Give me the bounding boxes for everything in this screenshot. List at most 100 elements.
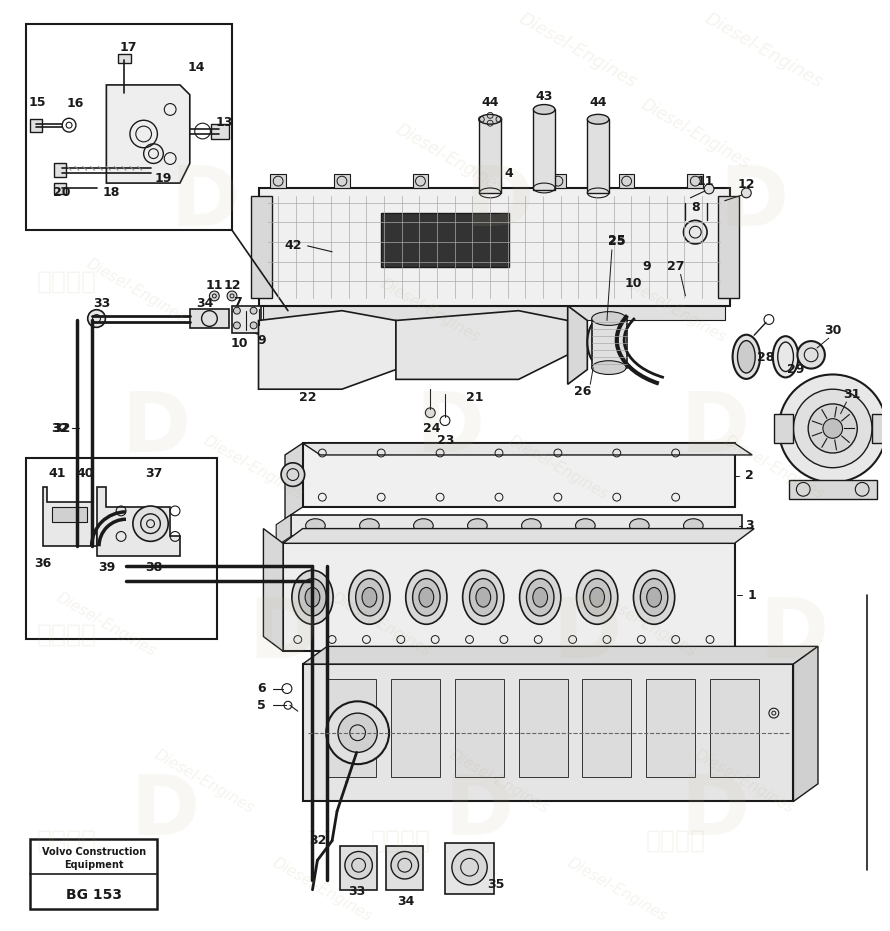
Bar [271, 174, 286, 188]
Text: Diesel-Engines: Diesel-Engines [692, 748, 797, 816]
Ellipse shape [590, 587, 604, 607]
Text: 紫发动力: 紫发动力 [37, 623, 97, 647]
Circle shape [227, 291, 237, 301]
Ellipse shape [470, 579, 497, 616]
Text: D: D [416, 388, 484, 469]
Bar [710, 679, 759, 776]
Circle shape [338, 713, 377, 752]
Text: 17: 17 [119, 41, 137, 54]
Circle shape [281, 463, 304, 486]
Bar [54, 164, 66, 177]
Ellipse shape [467, 519, 487, 533]
Circle shape [345, 852, 372, 879]
Text: Diesel-Engines: Diesel-Engines [564, 856, 669, 924]
Circle shape [425, 408, 435, 418]
Polygon shape [96, 487, 180, 556]
Circle shape [704, 184, 714, 194]
Bar [303, 664, 794, 802]
Text: 27: 27 [667, 260, 684, 273]
Text: 35: 35 [488, 878, 505, 891]
Text: 22: 22 [299, 390, 316, 403]
Polygon shape [396, 311, 568, 380]
Ellipse shape [584, 579, 611, 616]
Bar [381, 212, 509, 266]
Text: D: D [759, 594, 828, 675]
Ellipse shape [305, 519, 325, 533]
Bar [334, 174, 350, 188]
Ellipse shape [576, 519, 595, 533]
Ellipse shape [305, 587, 320, 607]
Text: Diesel-Engines: Diesel-Engines [84, 256, 189, 326]
Polygon shape [303, 443, 752, 455]
Circle shape [250, 307, 257, 314]
Text: 2: 2 [745, 469, 754, 482]
Ellipse shape [406, 571, 447, 625]
Text: D: D [720, 162, 789, 243]
Ellipse shape [527, 579, 554, 616]
Text: 43: 43 [536, 90, 553, 103]
Bar [687, 174, 703, 188]
Text: 紫发动力: 紫发动力 [37, 829, 97, 853]
Text: 41: 41 [49, 467, 66, 480]
Bar [263, 305, 724, 320]
Text: D: D [121, 388, 190, 469]
Text: 11: 11 [696, 175, 714, 188]
Ellipse shape [480, 115, 501, 124]
Ellipse shape [732, 335, 760, 379]
Text: 32: 32 [53, 422, 71, 435]
Circle shape [327, 701, 389, 764]
Text: 12: 12 [223, 278, 241, 291]
Bar [587, 119, 609, 193]
Text: D: D [248, 594, 318, 675]
Bar [480, 119, 501, 193]
Text: 36: 36 [34, 558, 52, 571]
Circle shape [684, 221, 707, 244]
Circle shape [233, 307, 240, 314]
Text: D: D [680, 771, 749, 852]
Polygon shape [276, 515, 291, 546]
Ellipse shape [587, 115, 609, 124]
Text: 26: 26 [574, 385, 591, 398]
Circle shape [391, 852, 418, 879]
Text: 紫发动力: 紫发动力 [371, 829, 431, 853]
Text: 31: 31 [844, 387, 861, 400]
Ellipse shape [684, 519, 703, 533]
Bar [29, 119, 42, 132]
Polygon shape [285, 443, 303, 519]
Circle shape [779, 374, 886, 482]
Circle shape [823, 419, 843, 439]
Text: Equipment: Equipment [64, 860, 124, 870]
Ellipse shape [738, 341, 756, 373]
Polygon shape [283, 529, 754, 544]
Bar [718, 196, 740, 298]
Text: Diesel-Engines: Diesel-Engines [623, 276, 728, 345]
Ellipse shape [299, 579, 327, 616]
Bar [118, 53, 131, 63]
Bar [789, 479, 877, 499]
Text: 10: 10 [625, 277, 643, 290]
Ellipse shape [592, 312, 626, 326]
Text: Volvo Construction: Volvo Construction [42, 847, 146, 857]
Ellipse shape [592, 323, 611, 360]
Text: 38: 38 [145, 561, 162, 574]
Ellipse shape [356, 579, 384, 616]
Polygon shape [568, 305, 587, 385]
Ellipse shape [587, 317, 617, 367]
Bar [773, 413, 794, 443]
Text: 14: 14 [188, 61, 206, 74]
Text: 32: 32 [309, 834, 326, 847]
Text: 33: 33 [93, 297, 110, 310]
Text: Diesel-Engines: Diesel-Engines [447, 748, 552, 816]
Bar [646, 679, 695, 776]
Ellipse shape [476, 587, 490, 607]
Text: Diesel-Engines: Diesel-Engines [201, 433, 306, 503]
Text: 30: 30 [824, 324, 841, 337]
Circle shape [209, 291, 219, 301]
Text: 16: 16 [66, 97, 84, 110]
Bar [550, 174, 566, 188]
Text: 7: 7 [233, 296, 242, 309]
Text: 24: 24 [424, 422, 441, 435]
Text: Diesel-Engines: Diesel-Engines [702, 9, 826, 91]
Bar [872, 413, 890, 443]
Text: 9: 9 [257, 333, 266, 346]
